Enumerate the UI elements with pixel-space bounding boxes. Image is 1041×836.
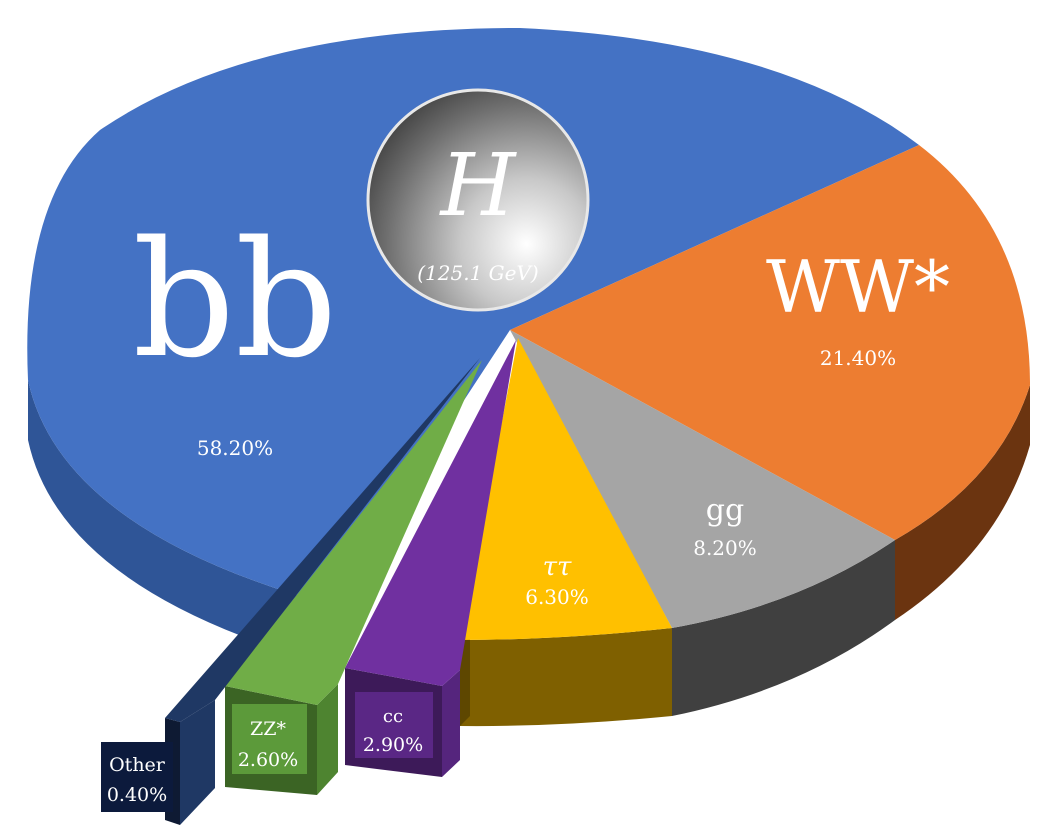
slice-value-ww: 21.40%: [820, 346, 896, 370]
slice-label-bb: bb: [133, 206, 338, 393]
slice-value-zz: 2.60%: [238, 749, 298, 771]
slice-value-other: 0.40%: [107, 784, 167, 806]
slice-label-other: Other: [109, 754, 166, 776]
slice-value-gg: 8.20%: [693, 536, 757, 560]
slice-label-tautau: ττ: [543, 552, 572, 582]
slice-side-gg: [672, 540, 895, 716]
slice-ww: [510, 145, 1030, 540]
slice-side-other-edge: [180, 700, 215, 825]
label-box-cc: [355, 692, 433, 758]
slice-other: [165, 358, 480, 722]
slice-side-zz-edge: [317, 684, 338, 795]
slice-zz: [225, 360, 482, 705]
slice-label-ww: WW*: [766, 245, 950, 329]
slice-label-cc: cc: [383, 706, 403, 727]
higgs-circle: [366, 88, 590, 312]
label-box-zz: [232, 704, 307, 774]
slice-cc: [345, 340, 516, 686]
higgs-badge: H (125.1 GeV): [366, 88, 590, 312]
slice-side-ww: [895, 385, 1030, 620]
slice-value-bb: 58.20%: [197, 436, 273, 460]
slice-side-cc-edge: [442, 670, 460, 777]
label-box-other: [101, 742, 173, 812]
slice-value-cc: 2.90%: [363, 734, 423, 756]
slice-bb: [27, 28, 920, 605]
slice-tautau: [460, 338, 672, 640]
slice-label-zz: ZZ*: [250, 718, 286, 740]
slice-label-gg: gg: [706, 493, 744, 528]
slice-side-tautau: [460, 628, 672, 727]
slice-gg: [510, 330, 895, 628]
slice-side-bb: [28, 380, 330, 665]
slice-value-tautau: 6.30%: [525, 585, 589, 609]
higgs-symbol: H: [439, 136, 518, 236]
higgs-mass: (125.1 GeV): [417, 261, 538, 285]
